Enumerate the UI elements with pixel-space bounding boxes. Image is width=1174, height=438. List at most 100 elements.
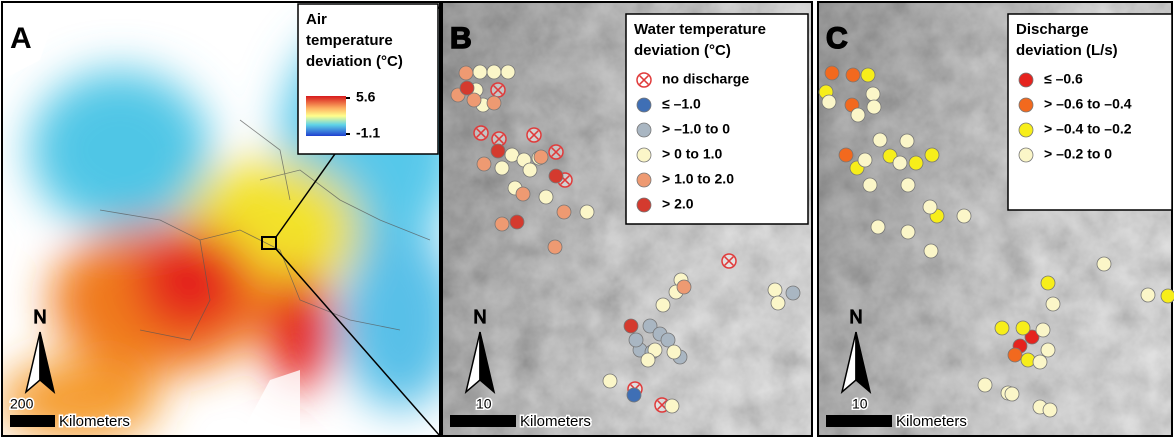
- site-marker: [1041, 276, 1055, 290]
- legend-title: Discharge: [1016, 21, 1089, 38]
- scale-unit: Kilometers: [520, 413, 591, 430]
- colorbar: [306, 96, 346, 136]
- hot-area: [135, 225, 245, 335]
- site-marker: [957, 209, 971, 223]
- scale-unit: Kilometers: [896, 413, 967, 430]
- site-marker: [473, 65, 487, 79]
- site-marker: [629, 333, 643, 347]
- site-marker: [771, 296, 785, 310]
- site-marker: [851, 108, 865, 122]
- site-marker: [1019, 73, 1033, 87]
- site-marker: [460, 81, 474, 95]
- site-marker: [1097, 257, 1111, 271]
- panel-label: C: [826, 22, 848, 55]
- site-marker: [627, 388, 641, 402]
- legend-label: > 0 to 1.0: [662, 146, 723, 162]
- site-marker: [637, 123, 651, 137]
- site-marker: [1041, 343, 1055, 357]
- site-marker: [786, 286, 800, 300]
- site-marker: [557, 205, 571, 219]
- scale-distance: 200: [10, 396, 34, 412]
- site-marker: [637, 173, 651, 187]
- site-marker: [873, 133, 887, 147]
- cool-area: [30, 70, 210, 230]
- site-marker: [995, 321, 1009, 335]
- site-marker: [495, 161, 509, 175]
- site-marker: [539, 190, 553, 204]
- site-marker: [768, 283, 782, 297]
- legend-label: no discharge: [662, 71, 749, 87]
- site-marker: [1141, 288, 1155, 302]
- site-marker: [495, 217, 509, 231]
- site-marker: [603, 374, 617, 388]
- site-marker: [861, 68, 875, 82]
- legend-title: Water temperature: [634, 21, 766, 38]
- site-marker: [867, 100, 881, 114]
- site-marker: [637, 98, 651, 112]
- legend-title: deviation (L/s): [1016, 42, 1118, 59]
- site-marker: [866, 87, 880, 101]
- site-marker: [1036, 323, 1050, 337]
- site-marker: [858, 153, 872, 167]
- site-marker: [839, 148, 853, 162]
- site-marker: [459, 66, 473, 80]
- north-label: N: [34, 307, 47, 327]
- legend-label: > 2.0: [662, 196, 694, 212]
- site-marker: [1043, 403, 1057, 417]
- legend-label: > –1.0 to 0: [662, 121, 730, 137]
- legend-title: temperature: [306, 32, 393, 49]
- site-marker: [871, 220, 885, 234]
- panel-label: A: [10, 22, 32, 55]
- colorbar-max-label: 5.6: [356, 89, 376, 105]
- site-marker: [863, 178, 877, 192]
- legend-title: deviation (°C): [634, 42, 731, 59]
- site-marker: [637, 198, 651, 212]
- scale-bar: [450, 415, 516, 427]
- site-marker: [1019, 148, 1033, 162]
- site-marker: [1046, 297, 1060, 311]
- colorbar-min-label: -1.1: [356, 125, 380, 141]
- legend-label: > 1.0 to 2.0: [662, 171, 734, 187]
- site-marker: [901, 225, 915, 239]
- legend-label: > –0.6 to –0.4: [1044, 96, 1132, 112]
- site-marker: [822, 95, 836, 109]
- site-marker: [477, 157, 491, 171]
- site-marker: [523, 163, 537, 177]
- site-marker: [534, 150, 548, 164]
- legend-label: ≤ –0.6: [1044, 71, 1083, 87]
- site-marker: [467, 93, 481, 107]
- site-marker: [1005, 387, 1019, 401]
- site-marker: [641, 353, 655, 367]
- site-marker: [978, 378, 992, 392]
- site-marker: [510, 215, 524, 229]
- site-marker: [549, 169, 563, 183]
- site-marker: [637, 148, 651, 162]
- site-marker: [624, 319, 638, 333]
- site-marker: [580, 205, 594, 219]
- site-marker: [516, 187, 530, 201]
- north-label: N: [850, 307, 863, 327]
- site-marker: [1019, 123, 1033, 137]
- site-marker: [501, 65, 515, 79]
- site-marker: [656, 298, 670, 312]
- legend-label: > –0.4 to –0.2: [1044, 121, 1132, 137]
- site-marker: [1019, 98, 1033, 112]
- site-marker: [1008, 348, 1022, 362]
- site-marker: [667, 345, 681, 359]
- site-marker: [1016, 321, 1030, 335]
- scale-bar: [10, 415, 55, 427]
- site-marker: [909, 156, 923, 170]
- site-marker: [924, 244, 938, 258]
- panel-label: B: [450, 22, 472, 55]
- site-marker: [1161, 289, 1174, 303]
- site-marker: [1033, 355, 1047, 369]
- scale-distance: 10: [476, 396, 492, 412]
- scale-unit: Kilometers: [59, 413, 130, 430]
- site-marker: [925, 148, 939, 162]
- site-marker: [846, 68, 860, 82]
- scale-bar: [826, 415, 892, 427]
- scale-distance: 10: [852, 396, 868, 412]
- legend-title: Air: [306, 11, 327, 28]
- site-marker: [487, 96, 501, 110]
- site-marker: [901, 178, 915, 192]
